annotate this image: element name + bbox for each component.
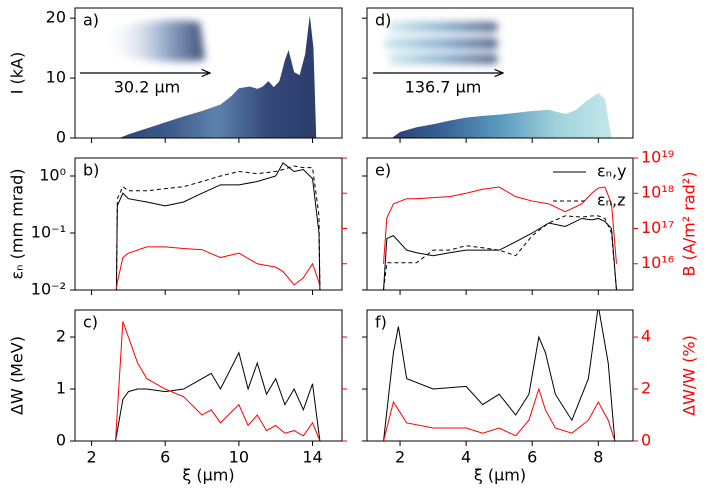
y2-line bbox=[367, 387, 633, 441]
plot-area bbox=[115, 162, 321, 290]
current-area bbox=[391, 93, 612, 138]
line bbox=[115, 162, 321, 290]
panel-label: f) bbox=[375, 313, 387, 332]
x-axis-label: ξ (µm) bbox=[182, 466, 234, 485]
y2-tick-label: 2 bbox=[641, 379, 651, 398]
x-tick-label: 8 bbox=[593, 448, 603, 467]
panel-label: c) bbox=[83, 313, 98, 332]
panel-label: b) bbox=[83, 161, 99, 180]
line bbox=[383, 215, 617, 290]
y-tick-label: 10⁻¹ bbox=[31, 223, 66, 242]
panel-label: d) bbox=[375, 11, 391, 30]
axes-frame bbox=[74, 7, 343, 139]
axes-frame bbox=[366, 309, 634, 442]
panel-label: a) bbox=[83, 11, 99, 30]
y-tick-label: 20 bbox=[46, 8, 66, 27]
y2-tick-label: 10¹⁸ bbox=[641, 183, 674, 202]
axes-frame bbox=[366, 7, 634, 139]
y-axis-label: I (kA) bbox=[8, 52, 27, 95]
y2-line bbox=[115, 246, 321, 289]
plot-area bbox=[391, 93, 612, 138]
current-area bbox=[119, 15, 317, 138]
axes-frame bbox=[74, 309, 343, 442]
y-axis-label: ΔW (MeV) bbox=[8, 336, 27, 415]
y-tick-label: 10⁰ bbox=[39, 166, 66, 185]
x-tick-label: 2 bbox=[395, 448, 405, 467]
y-tick-label: 2 bbox=[56, 327, 66, 346]
axes-frame bbox=[366, 157, 634, 291]
plot-area bbox=[367, 310, 633, 441]
line bbox=[75, 351, 342, 441]
x-tick-label: 6 bbox=[160, 448, 170, 467]
x-tick-label: 14 bbox=[302, 448, 322, 467]
plot-area bbox=[75, 321, 342, 441]
plot-area bbox=[383, 186, 617, 290]
y-tick-label: 10⁻² bbox=[31, 280, 66, 299]
y-tick-label: 0 bbox=[56, 128, 66, 147]
panel-label: e) bbox=[375, 161, 391, 180]
beam-inset-d bbox=[384, 22, 498, 64]
legend-label: εₙ,z bbox=[597, 191, 626, 210]
y-tick-label: 1 bbox=[56, 379, 66, 398]
x-tick-label: 6 bbox=[527, 448, 537, 467]
y-tick-label: 10 bbox=[46, 68, 66, 87]
y2-axis-label: ΔW/W (%) bbox=[680, 335, 699, 416]
x-tick-label: 10 bbox=[229, 448, 249, 467]
line bbox=[383, 217, 617, 290]
annotation: 30.2 µm bbox=[114, 78, 180, 97]
beam-inset-a bbox=[102, 20, 205, 62]
x-tick-label: 4 bbox=[461, 448, 471, 467]
y-axis-label: εₙ (mm mrad) bbox=[8, 169, 27, 280]
y2-tick-label: 10¹⁶ bbox=[641, 253, 674, 272]
legend-label: εₙ,y bbox=[597, 162, 627, 181]
y2-tick-label: 10¹⁹ bbox=[641, 148, 674, 167]
x-tick-label: 2 bbox=[86, 448, 96, 467]
y2-line bbox=[75, 321, 342, 441]
y2-axis-label: B (A/m² rad²) bbox=[680, 172, 699, 277]
plot-area bbox=[119, 15, 317, 138]
line bbox=[367, 310, 633, 441]
axes-frame bbox=[74, 157, 343, 291]
y2-tick-label: 4 bbox=[641, 327, 651, 346]
line bbox=[115, 165, 321, 290]
x-axis-label: ξ (µm) bbox=[474, 466, 526, 485]
y2-line bbox=[383, 186, 617, 264]
y2-tick-label: 0 bbox=[641, 431, 651, 450]
y2-tick-label: 10¹⁷ bbox=[641, 218, 674, 237]
annotation: 136.7 µm bbox=[405, 78, 482, 97]
y-tick-label: 0 bbox=[56, 431, 66, 450]
